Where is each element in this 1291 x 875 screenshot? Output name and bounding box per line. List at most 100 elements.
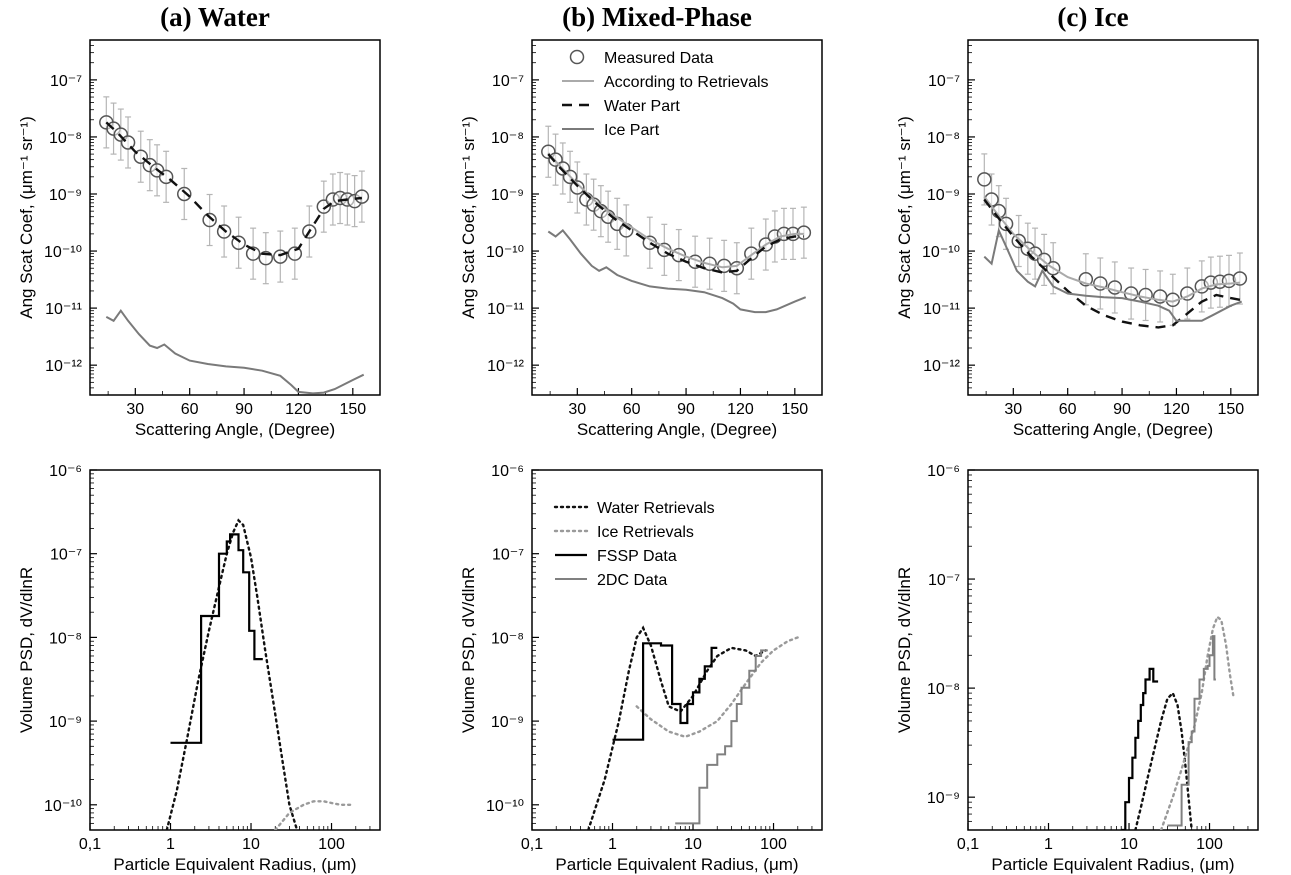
data-layer	[1121, 614, 1236, 830]
series-ice-part	[983, 227, 1243, 322]
panel-title: (a) Water	[160, 2, 270, 32]
legend-label: Water Part	[604, 98, 680, 115]
plot-frame	[89, 469, 381, 831]
measured-data-point	[287, 246, 303, 261]
y-tick-label: 10⁻¹⁰	[922, 244, 960, 261]
y-tick-label: 10⁻¹⁰	[44, 244, 82, 261]
y-axis-label: Ang Scat Coef, (μm⁻¹ sr⁻¹)	[459, 116, 478, 319]
legend-label: Water Retrievals	[597, 500, 715, 517]
measured-data-point	[1138, 287, 1153, 303]
plot-frame	[531, 39, 823, 396]
x-tick-label: 0,1	[79, 836, 101, 853]
measured-data-point	[177, 186, 192, 202]
series-ice-retrievals	[1159, 614, 1236, 830]
x-tick-label: 10	[684, 836, 702, 853]
x-tick-label: 10	[242, 836, 260, 853]
series-fssp-data	[170, 533, 263, 744]
x-tick-label: 60	[623, 401, 641, 418]
measured-data-point	[202, 212, 217, 228]
panel-bottom-left: 10⁻¹⁰ 10⁻⁹ 10⁻⁸ 10⁻⁷ 10⁻⁶ 0,1 1 10 100 Particle E…	[17, 463, 381, 874]
measured-data-point	[354, 189, 370, 204]
x-tick-label: 90	[1113, 401, 1131, 418]
legend-label: According to Retrievals	[604, 74, 769, 91]
series-water-retrievals	[165, 518, 299, 830]
y-tick-label: 10⁻⁹	[927, 187, 960, 204]
y-tick-label: 10⁻⁷	[928, 572, 960, 589]
series-water-retrievals	[1134, 690, 1193, 830]
y-tick-label: 10⁻¹⁰	[486, 244, 524, 261]
y-tick-label: 10⁻¹¹	[45, 301, 82, 318]
panel-top-right: (c) Ice 10⁻¹² 10⁻¹¹ 10⁻¹⁰ 10⁻⁹ 10⁻⁸ 10⁻⁷ 30 60 90…	[895, 2, 1259, 439]
y-tick-label: 10⁻⁸	[927, 130, 960, 147]
y-tick-label: 10⁻⁸	[491, 130, 524, 147]
measured-data-point	[977, 172, 992, 187]
y-tick-label: 10⁻⁷	[492, 73, 524, 90]
x-tick-label: 1	[1044, 836, 1053, 853]
y-axis-label: Volume PSD, dV/dlnR	[17, 567, 36, 733]
x-tick-label: 100	[318, 836, 345, 853]
y-tick-label: 10⁻¹⁰	[44, 798, 82, 815]
series-water-part	[983, 198, 1241, 329]
y-tick-label: 10⁻¹²	[487, 358, 525, 375]
series-according-to-retrievals	[547, 152, 804, 269]
x-tick-label: 120	[1163, 401, 1190, 418]
measured-data-point	[570, 180, 585, 195]
x-axis-label: Scattering Angle, (Degree)	[135, 420, 335, 439]
x-tick-label: 0,1	[957, 836, 979, 853]
x-tick-label: 150	[1217, 401, 1244, 418]
legend-marker	[569, 49, 585, 65]
x-axis-label: Particle Equivalent Radius, (μm)	[991, 855, 1234, 874]
y-tick-label: 10⁻⁹	[491, 187, 524, 204]
series-fssp-data	[612, 642, 718, 741]
y-tick-label: 10⁻⁷	[50, 73, 82, 90]
series-according-to-retrievals	[983, 196, 1240, 303]
y-tick-label: 10⁻⁶	[927, 463, 960, 480]
x-tick-label: 10	[1120, 836, 1138, 853]
data-layer	[977, 153, 1248, 329]
y-tick-label: 10⁻⁹	[49, 714, 82, 731]
data-layer	[99, 96, 370, 395]
y-tick-label: 10⁻⁶	[491, 463, 524, 480]
y-tick-label: 10⁻⁸	[49, 630, 82, 647]
panel-title: (b) Mixed-Phase	[562, 2, 752, 32]
y-tick-label: 10⁻¹²	[923, 358, 961, 375]
x-axis-label: Scattering Angle, (Degree)	[577, 420, 777, 439]
panel-top-middle: (b) Mixed-Phase 10⁻¹² 10⁻¹¹ 10⁻¹⁰ 10⁻⁹ 10⁻⁸ 10…	[459, 2, 823, 439]
x-tick-label: 1	[608, 836, 617, 853]
x-tick-label: 100	[1196, 836, 1223, 853]
legend: Water Retrievals Ice Retrievals FSSP Data 2…	[553, 500, 715, 589]
y-tick-label: 10⁻⁹	[49, 187, 82, 204]
legend-label: Measured Data	[604, 50, 713, 67]
x-tick-label: 60	[181, 401, 199, 418]
y-axis-label: Ang Scat Coef, (μm⁻¹ sr⁻¹)	[17, 116, 36, 319]
x-tick-label: 30	[1004, 401, 1022, 418]
x-axis-label: Scattering Angle, (Degree)	[1013, 420, 1213, 439]
panel-bottom-right: 10⁻⁹ 10⁻⁸ 10⁻⁷ 10⁻⁶ 0,1 1 10 100 Particle Equiva…	[895, 463, 1259, 874]
y-axis-label: Volume PSD, dV/dlnR	[895, 567, 914, 733]
y-tick-label: 10⁻⁶	[49, 463, 82, 480]
x-tick-label: 30	[568, 401, 586, 418]
y-tick-label: 10⁻¹¹	[487, 301, 524, 318]
y-tick-label: 10⁻⁸	[491, 630, 524, 647]
plot-frame	[967, 469, 1259, 831]
measured-data-point	[796, 225, 812, 240]
y-tick-label: 10⁻⁹	[927, 790, 960, 807]
plot-frame	[89, 39, 381, 396]
x-tick-label: 1	[166, 836, 175, 853]
y-axis-label: Ang Scat Coef, (μm⁻¹ sr⁻¹)	[895, 116, 914, 319]
y-tick-label: 10⁻⁹	[491, 714, 524, 731]
x-tick-label: 30	[126, 401, 144, 418]
plot-frame	[967, 39, 1259, 396]
x-tick-label: 90	[677, 401, 695, 418]
legend-label: Ice Part	[604, 122, 660, 139]
y-tick-label: 10⁻¹¹	[923, 301, 960, 318]
series-fssp-data	[1121, 667, 1159, 830]
x-axis-label: Particle Equivalent Radius, (μm)	[113, 855, 356, 874]
y-tick-label: 10⁻⁷	[50, 547, 82, 564]
x-tick-label: 0,1	[521, 836, 543, 853]
data-layer	[165, 518, 352, 830]
x-tick-label: 150	[339, 401, 366, 418]
y-tick-label: 10⁻⁷	[492, 547, 524, 564]
y-tick-label: 10⁻¹⁰	[486, 798, 524, 815]
